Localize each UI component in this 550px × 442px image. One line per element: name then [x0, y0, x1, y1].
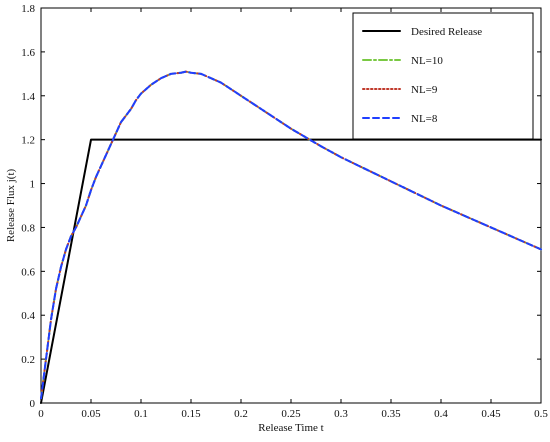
y-tick-label-6: 1.2 [21, 135, 35, 147]
y-tick-label-3: 0.6 [21, 266, 35, 278]
legend: Desired Release NL=10 NL=9 NL=8 [352, 12, 534, 140]
x-tick-label-9: 0.45 [481, 408, 501, 420]
legend-label-3: NL=9 [411, 84, 438, 96]
legend-label-2: NL=10 [411, 55, 443, 67]
x-tick-label-0: 0 [38, 408, 44, 420]
y-tick-label-8: 1.6 [21, 47, 35, 59]
y-tick-label-9: 1.8 [21, 3, 35, 15]
y-tick-label-0: 0 [30, 398, 36, 410]
x-tick-label-2: 0.1 [134, 408, 148, 420]
x-tick-label-1: 0.05 [81, 408, 101, 420]
y-tick-label-2: 0.4 [21, 310, 35, 322]
series-line-1 [40, 138, 542, 404]
x-axis-ticks: 0 0.05 0.1 0.15 0.2 0.25 0.3 0.35 0.4 0.45 0.5 [38, 8, 548, 420]
y-tick-label-4: 0.8 [21, 222, 35, 234]
y-axis-ticks: 0 0.2 0.4 0.6 0.8 1 1.2 1.4 1.6 1.8 [21, 3, 541, 410]
legend-label-1: Desired Release [411, 26, 482, 38]
x-tick-label-5: 0.25 [281, 408, 301, 420]
series-line-4 [40, 70, 542, 400]
y-tick-label-7: 1.4 [21, 91, 35, 103]
x-tick-label-6: 0.3 [334, 408, 348, 420]
x-tick-label-7: 0.35 [381, 408, 401, 420]
x-tick-label-8: 0.4 [434, 408, 448, 420]
series-layer [40, 70, 542, 404]
x-tick-label-4: 0.2 [234, 408, 248, 420]
x-axis-label: Release Time t [258, 422, 323, 434]
y-tick-label-1: 0.2 [21, 354, 35, 366]
legend-label-4: NL=8 [411, 113, 438, 125]
x-tick-label-10: 0.5 [534, 408, 548, 420]
x-tick-label-3: 0.15 [181, 408, 201, 420]
y-axis-label: Release Flux j(t) [5, 169, 17, 243]
y-tick-label-5: 1 [30, 179, 36, 191]
